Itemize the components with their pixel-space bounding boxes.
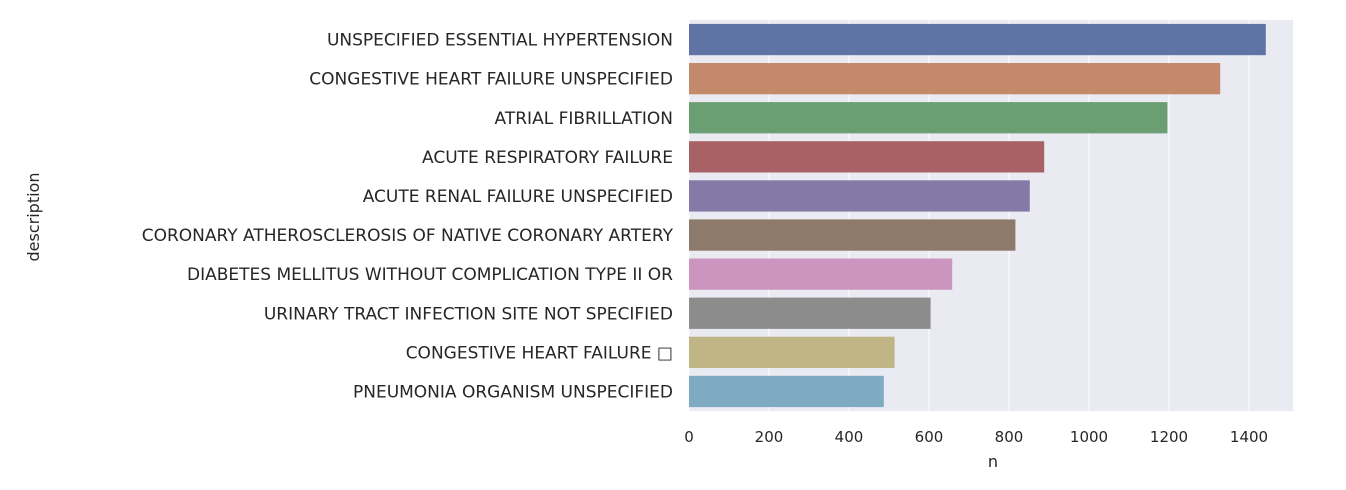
category-label: DIABETES MELLITUS WITHOUT COMPLICATION T… — [187, 265, 673, 285]
category-label: PNEUMONIA ORGANISM UNSPECIFIED — [353, 382, 673, 402]
x-tick-labels: 0 200 400 600 800 1000 1200 1400 — [684, 428, 1268, 446]
category-labels: UNSPECIFIED ESSENTIAL HYPERTENSION CONGES… — [142, 31, 674, 403]
bar — [689, 102, 1168, 134]
bar — [689, 258, 953, 290]
x-tick-label: 0 — [684, 428, 694, 446]
bar — [689, 180, 1030, 212]
bar — [689, 219, 1016, 251]
category-label: ATRIAL FIBRILLATION — [495, 109, 673, 129]
category-label: URINARY TRACT INFECTION SITE NOT SPECIFI… — [264, 304, 673, 324]
category-label: CONGESTIVE HEART FAILURE UNSPECIFIED — [309, 70, 673, 90]
bar — [689, 375, 884, 408]
category-label: UNSPECIFIED ESSENTIAL HYPERTENSION — [327, 31, 673, 51]
x-tick-label: 400 — [835, 428, 864, 446]
category-label: CORONARY ATHEROSCLEROSIS OF NATIVE CORON… — [142, 226, 674, 246]
bar — [689, 297, 931, 329]
x-tick-label: 600 — [915, 428, 944, 446]
bar — [689, 23, 1266, 56]
y-axis-label: description — [24, 173, 43, 262]
category-label: ACUTE RESPIRATORY FAILURE — [422, 148, 673, 168]
bars — [689, 23, 1266, 408]
category-label: ACUTE RENAL FAILURE UNSPECIFIED — [363, 187, 673, 207]
bar — [689, 141, 1045, 173]
x-tick-label: 200 — [755, 428, 784, 446]
x-tick-label: 1200 — [1150, 428, 1188, 446]
x-tick-label: 1400 — [1230, 428, 1268, 446]
x-tick-label: 800 — [995, 428, 1024, 446]
bar — [689, 336, 895, 368]
bar — [689, 63, 1221, 95]
x-axis-label: n — [988, 452, 998, 471]
x-tick-label: 1000 — [1070, 428, 1108, 446]
category-label: CONGESTIVE HEART FAILURE □ — [406, 343, 673, 363]
